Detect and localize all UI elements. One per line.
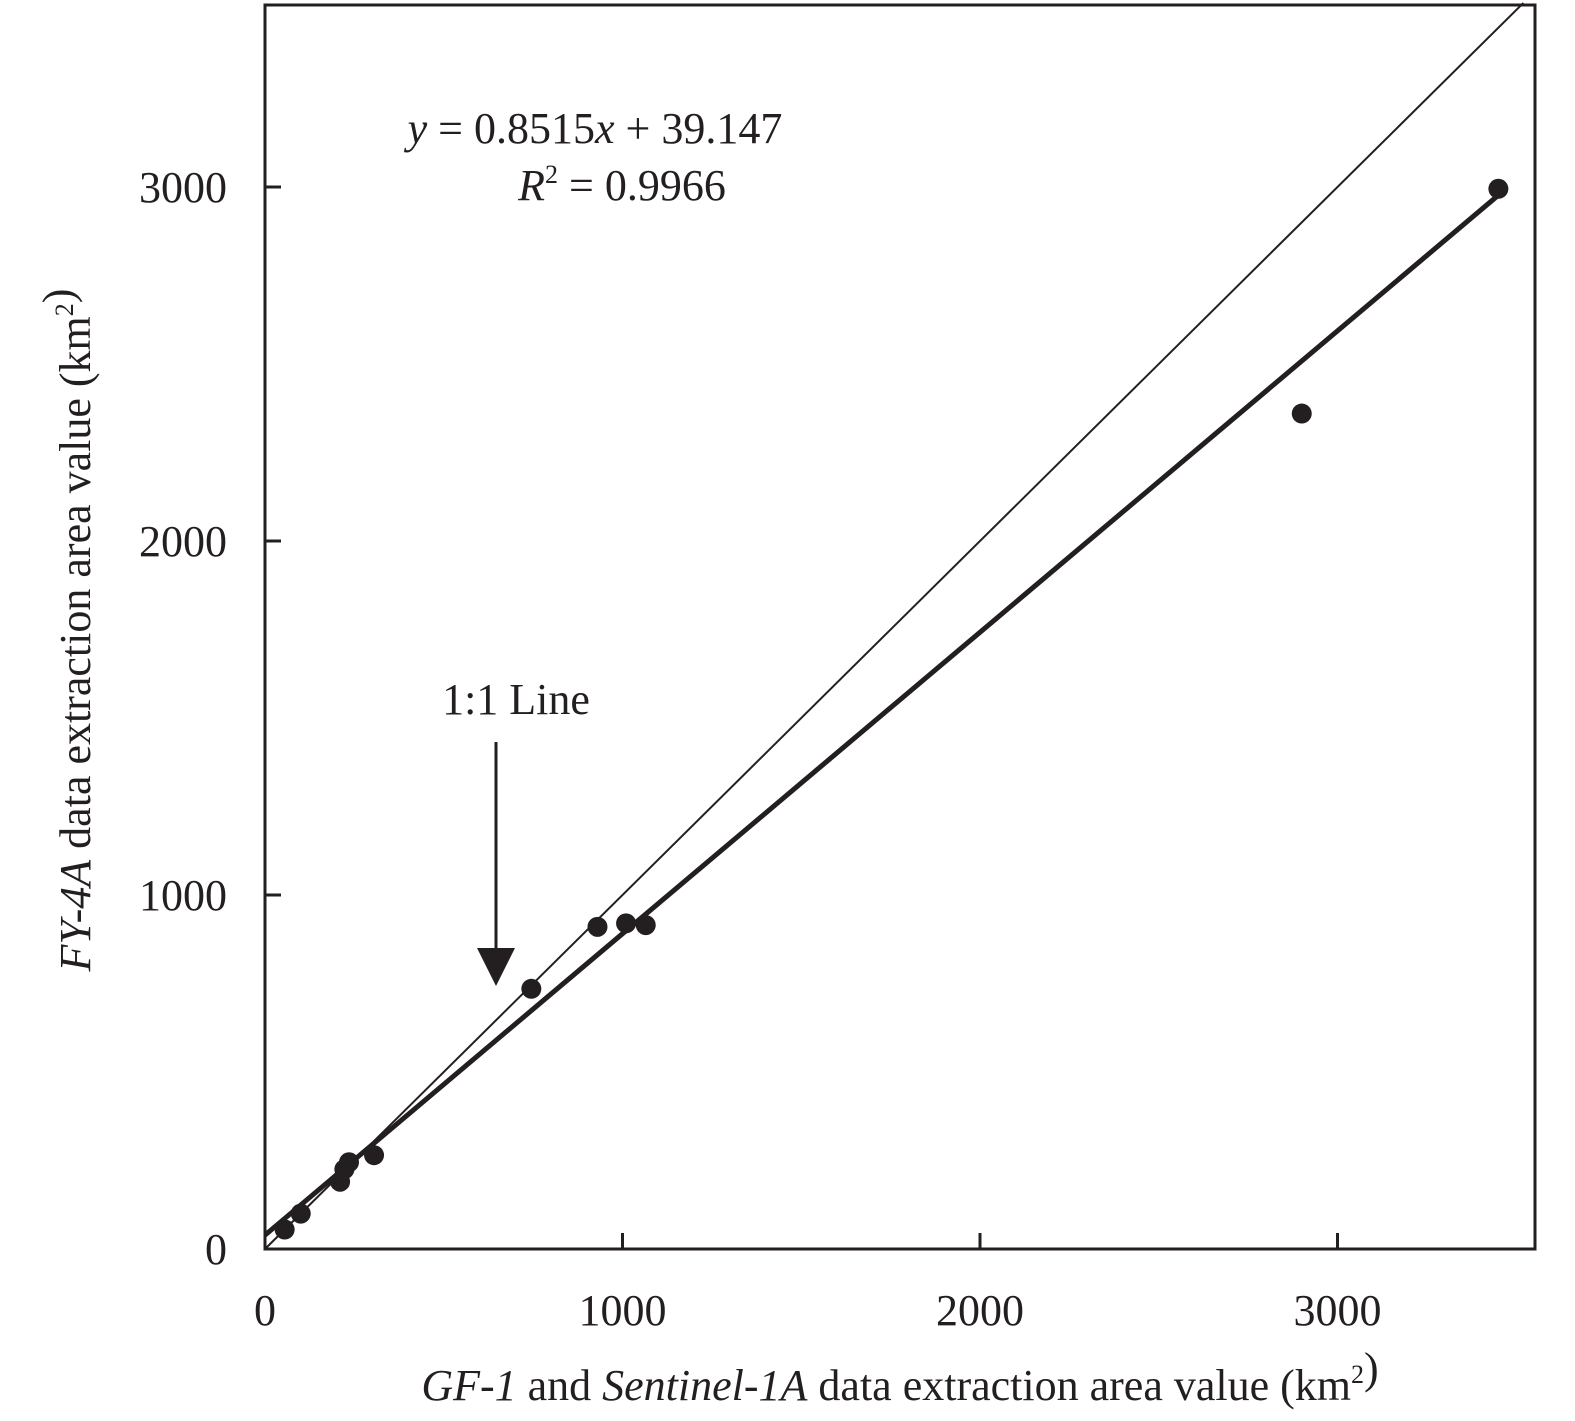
annotations: y = 0.8515x + 39.147 R2 = 0.9966 1:1 Lin…	[404, 104, 783, 986]
identity-line-arrow-head	[477, 948, 515, 986]
data-point	[274, 1219, 295, 1240]
identity-line-label: 1:1 Line	[442, 675, 590, 724]
x-axis-label: GF-1 and Sentinel-1A data extraction are…	[421, 1344, 1378, 1410]
y-tick-label: 0	[205, 1225, 227, 1274]
data-point	[635, 915, 656, 936]
chart-lines	[263, 2, 1525, 1250]
y-tick-label: 1000	[139, 871, 227, 920]
x-tick-label: 0	[254, 1286, 276, 1335]
x-tick-label: 1000	[579, 1286, 667, 1335]
x-tick-label: 3000	[1294, 1286, 1382, 1335]
data-point	[521, 978, 542, 999]
x-tick-label: 2000	[936, 1286, 1024, 1335]
data-point	[364, 1145, 385, 1166]
regression-line	[263, 193, 1500, 1238]
data-point	[587, 916, 608, 937]
plot-frame	[263, 3, 1537, 1251]
data-point	[1291, 403, 1312, 424]
plot-area	[263, 3, 1537, 1251]
r-squared-label: R2 = 0.9966	[517, 160, 726, 210]
axis-ticks: 0 1000 2000 3000 0 1000 2000 3000	[139, 163, 1382, 1335]
y-tick-label: 2000	[139, 517, 227, 566]
regression-equation: y = 0.8515x + 39.147	[404, 104, 783, 153]
data-point	[339, 1152, 360, 1173]
data-point	[616, 913, 637, 934]
data-point	[1488, 178, 1509, 199]
identity-line	[264, 2, 1525, 1250]
y-tick-label: 3000	[139, 163, 227, 212]
data-points	[274, 178, 1509, 1240]
y-axis-label: FY-4A data extraction area value (km2)	[34, 289, 100, 973]
axis-labels: GF-1 and Sentinel-1A data extraction are…	[34, 289, 1379, 1410]
data-point	[290, 1203, 311, 1224]
